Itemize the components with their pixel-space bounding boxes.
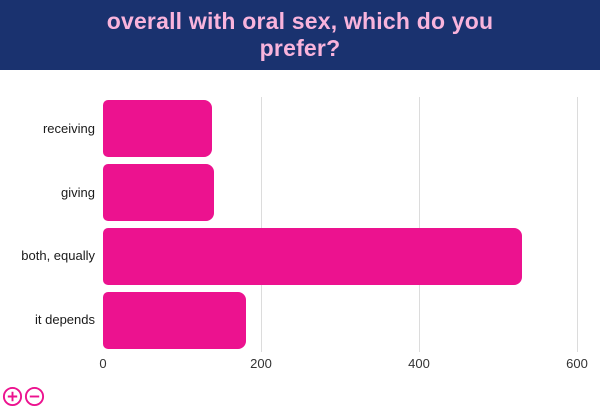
bar-it-depends[interactable] [103,291,246,349]
plus-circle-icon [2,386,23,407]
chart-header: overall with oral sex, which do you pref… [0,0,600,70]
chart-title: overall with oral sex, which do you pref… [106,7,494,61]
bar-both-equally[interactable] [103,227,522,285]
zoom-controls [2,386,45,407]
zoom-in-button[interactable] [2,386,23,407]
minus-circle-icon [24,386,45,407]
gridline [576,97,578,352]
x-axis-tick-label: 0 [99,356,107,371]
category-label: giving [61,184,95,200]
category-label: both, equally [21,248,95,264]
zoom-out-button[interactable] [24,386,45,407]
bar-chart: 0 200 400 600 receiving giving both, equally it… [0,70,600,371]
gridline [418,97,420,352]
bar-giving[interactable] [103,164,215,222]
bar-receiving[interactable] [103,100,213,158]
x-axis-tick-label: 400 [408,356,430,371]
category-label: receiving [42,120,95,136]
gridline [260,97,262,352]
category-label: it depends [35,312,95,328]
x-axis-tick-label: 600 [566,356,588,371]
x-axis-tick-label: 200 [250,356,272,371]
